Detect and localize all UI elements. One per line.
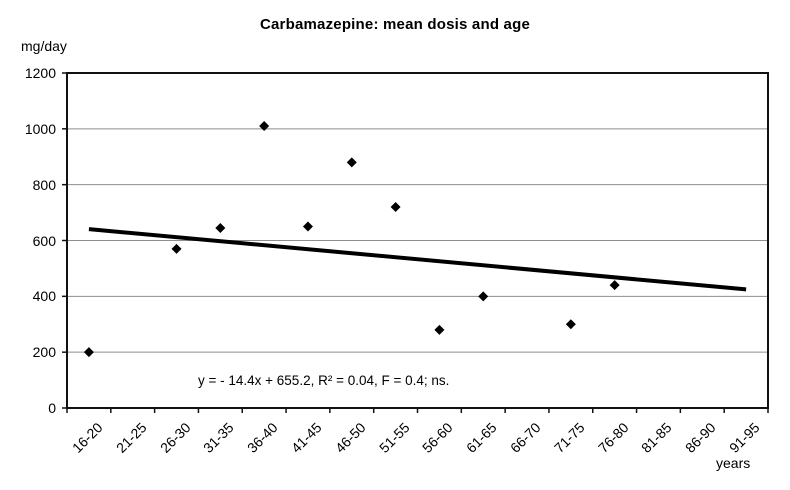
y-axis-tick-label: 800	[32, 176, 56, 193]
y-axis-tick-label: 1000	[24, 120, 56, 137]
data-point-marker	[434, 324, 445, 335]
data-point-marker	[609, 280, 620, 291]
data-point-marker	[565, 319, 576, 330]
chart-title: Carbamazepine: mean dosis and age	[259, 16, 530, 33]
y-axis-tick-label: 1200	[24, 65, 56, 81]
data-point-marker	[259, 121, 270, 132]
y-axis-tick-label: 200	[32, 344, 56, 361]
regression-equation-annotation: y = - 14.4x + 655.2, R² = 0.04, F = 0.4;…	[198, 373, 450, 388]
y-axis-unit-label: mg/day	[21, 38, 67, 54]
data-point-marker	[346, 157, 357, 168]
data-point-marker	[302, 221, 313, 232]
trend-line	[88, 227, 747, 292]
data-point-marker	[171, 243, 182, 254]
data-point-marker	[390, 202, 401, 212]
data-point-marker	[215, 222, 226, 233]
y-axis-tick-label: 400	[32, 288, 56, 305]
y-axis-tick-label: 600	[32, 232, 56, 249]
y-axis-tick-label: 0	[48, 400, 56, 416]
x-axis-unit-label: years	[716, 455, 751, 471]
data-point-marker	[478, 291, 489, 302]
data-point-marker	[83, 347, 94, 358]
